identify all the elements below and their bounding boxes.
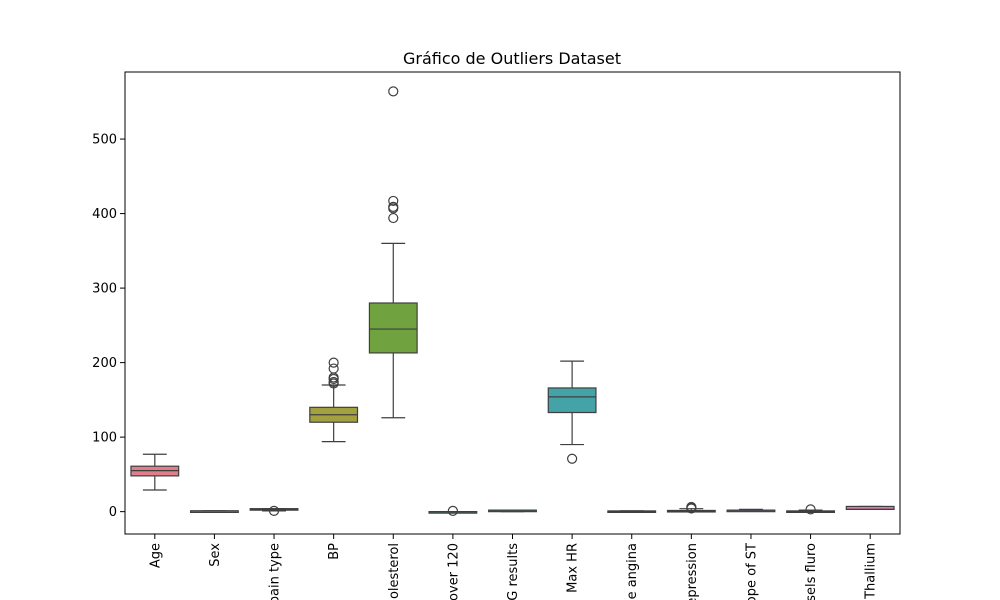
box	[547, 387, 597, 414]
x-tick-label: Exercise angina	[625, 543, 640, 600]
x-tick-label: BP	[327, 543, 342, 560]
x-tick-label: ST depression	[685, 543, 700, 600]
outlier-point	[388, 86, 399, 97]
outlier-point	[328, 376, 339, 388]
outlier-point	[805, 504, 816, 515]
y-tick-label: 500	[92, 133, 117, 148]
x-tick-label: Cholesterol	[387, 543, 402, 600]
chart-title: Gráfico de Outliers Dataset	[403, 49, 621, 68]
box	[368, 302, 418, 354]
y-tick-label: 0	[109, 505, 117, 520]
x-tick-label: Max HR	[566, 543, 581, 593]
outlier-point	[686, 501, 697, 513]
axes-frame	[124, 71, 901, 535]
outlier-point	[388, 195, 399, 207]
y-tick-label: 200	[92, 356, 117, 371]
outlier-point	[447, 505, 458, 516]
y-tick-label: 300	[92, 282, 117, 297]
plot-area: 0 100 200 300 400 500 Age Sex Chest pain type BP C…	[92, 86, 895, 600]
outlier-point	[328, 357, 339, 368]
x-tick-label: Slope of ST	[744, 543, 759, 600]
outlier-point	[388, 201, 399, 212]
outlier-point	[388, 212, 399, 224]
x-tick-label: Chest pain type	[268, 543, 283, 600]
x-tick-label: FBS over 120	[446, 543, 461, 600]
x-tick-label: EKG results	[506, 543, 521, 600]
y-tick-label: 400	[92, 207, 117, 222]
x-tick-label: Number of vessels fluro	[804, 543, 819, 600]
x-tick-label: Thallium	[864, 543, 879, 600]
outlier-point	[268, 505, 280, 516]
outlier-point	[567, 453, 578, 464]
x-tick-label: Age	[148, 543, 163, 568]
outlier-point	[328, 363, 339, 374]
y-tick-label: 100	[92, 431, 117, 446]
x-tick-label: Sex	[208, 543, 223, 567]
